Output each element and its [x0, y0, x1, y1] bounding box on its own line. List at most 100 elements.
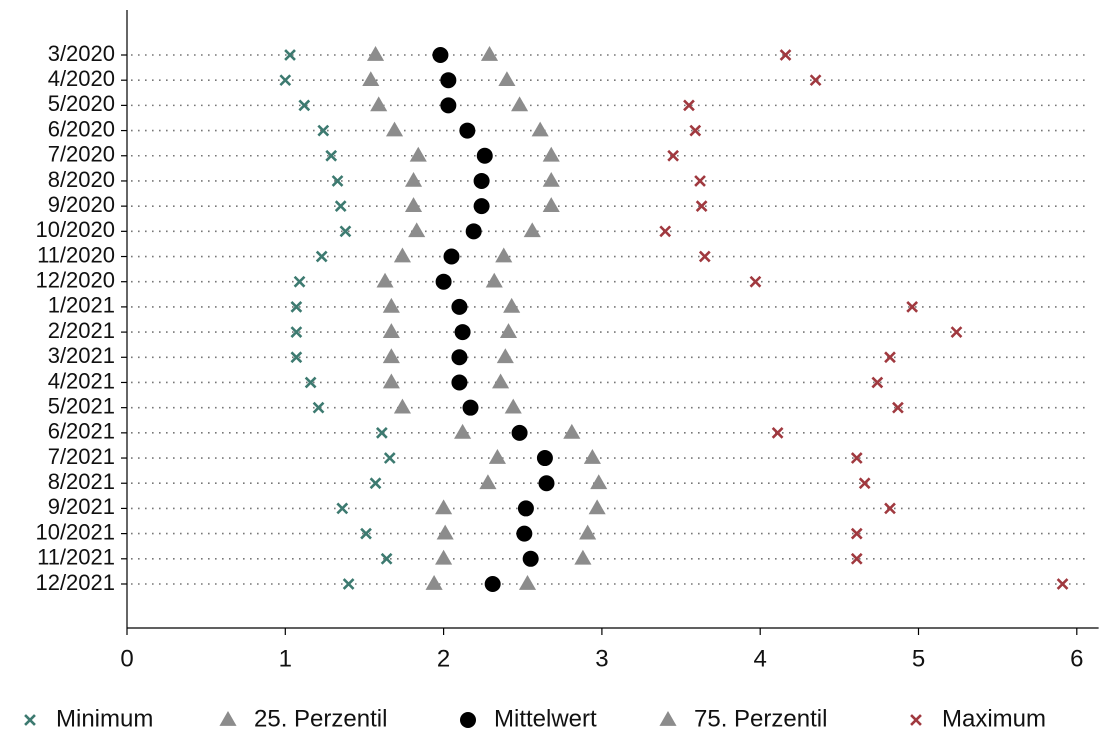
y-tick-label: 8/2021	[48, 469, 115, 494]
marker-circle	[435, 273, 452, 290]
marker-x	[910, 714, 922, 726]
marker-x	[315, 250, 328, 263]
marker-x	[771, 426, 784, 439]
marker-triangle	[409, 146, 427, 162]
marker-x	[698, 250, 711, 263]
marker-triangle	[588, 499, 606, 515]
marker-triangle	[385, 121, 404, 137]
marker-circle	[484, 575, 501, 592]
marker-circle	[517, 500, 534, 517]
y-tick-label: 12/2020	[35, 268, 115, 293]
marker-circle	[440, 97, 457, 114]
marker-triangle	[518, 574, 537, 590]
legend-label: Maximum	[942, 705, 1046, 732]
y-tick-label: 11/2021	[37, 545, 115, 570]
marker-circle	[451, 374, 468, 391]
marker-triangle	[503, 297, 521, 313]
marker-triangle	[542, 171, 560, 187]
marker-x	[850, 527, 863, 540]
marker-triangle	[590, 474, 608, 490]
marker-x	[884, 502, 896, 515]
marker-triangle	[659, 711, 677, 726]
marker-triangle	[480, 46, 499, 61]
marker-circle	[454, 324, 471, 341]
y-tick-label: 5/2021	[48, 393, 115, 418]
marker-x	[334, 200, 347, 213]
marker-circle	[459, 122, 476, 139]
marker-x	[336, 502, 349, 515]
y-tick-label: 4/2021	[48, 368, 115, 393]
marker-triangle	[531, 121, 549, 137]
marker-circle	[511, 424, 528, 441]
legend-label: Minimum	[56, 705, 153, 732]
marker-x	[659, 225, 672, 238]
marker-triangle	[404, 171, 423, 187]
marker-triangle	[498, 71, 516, 87]
marker-triangle	[499, 323, 518, 338]
marker-x	[884, 351, 896, 364]
marker-triangle	[583, 449, 601, 464]
marker-triangle	[366, 46, 385, 61]
marker-triangle	[393, 247, 411, 263]
marker-x	[858, 477, 871, 490]
x-tick-label: 5	[912, 645, 925, 672]
marker-triangle	[425, 574, 443, 590]
marker-triangle	[485, 272, 503, 288]
y-tick-label: 6/2021	[48, 419, 115, 444]
marker-triangle	[370, 96, 388, 112]
marker-triangle	[479, 474, 497, 490]
marker-x	[369, 477, 382, 490]
marker-x	[293, 275, 306, 288]
x-tick-label: 4	[754, 645, 767, 672]
marker-circle	[516, 525, 533, 542]
marker-x	[325, 149, 338, 162]
marker-triangle	[435, 549, 453, 565]
marker-circle	[462, 399, 479, 416]
marker-triangle	[579, 524, 597, 540]
marker-circle	[451, 298, 468, 315]
marker-x	[290, 351, 303, 364]
y-tick-label: 3/2020	[48, 41, 115, 66]
marker-triangle	[382, 297, 400, 313]
marker-x	[360, 527, 372, 540]
legend-label: Mittelwert	[494, 705, 597, 732]
marker-triangle	[382, 373, 400, 389]
y-tick-label: 9/2020	[48, 192, 115, 217]
y-tick-label: 11/2020	[37, 242, 115, 267]
marker-triangle	[404, 197, 423, 212]
marker-x	[317, 124, 330, 137]
marker-x	[689, 124, 702, 137]
marker-triangle	[408, 222, 426, 238]
marker-x	[279, 74, 292, 87]
marker-x	[312, 401, 325, 414]
marker-x	[695, 200, 708, 213]
marker-x	[892, 401, 904, 414]
y-tick-label: 5/2020	[48, 91, 115, 116]
marker-triangle	[542, 146, 560, 162]
marker-x	[290, 326, 303, 338]
marker-x	[694, 175, 706, 187]
y-tick-label: 7/2020	[48, 142, 115, 167]
marker-circle	[443, 248, 460, 265]
marker-triangle	[219, 711, 237, 726]
marker-circle	[522, 550, 539, 567]
marker-x	[284, 49, 296, 61]
y-tick-label: 10/2020	[35, 217, 115, 242]
y-tick-label: 9/2021	[48, 494, 115, 519]
marker-triangle	[523, 222, 541, 238]
legend-label: 25. Perzentil	[254, 705, 387, 732]
legend-label: 75. Perzentil	[694, 705, 827, 732]
marker-x	[906, 301, 919, 313]
marker-x	[850, 552, 863, 565]
marker-circle	[473, 198, 490, 215]
marker-circle	[432, 47, 449, 63]
marker-circle	[536, 450, 553, 467]
marker-triangle	[495, 247, 513, 263]
marker-x	[24, 714, 36, 726]
marker-x	[298, 99, 311, 112]
marker-x	[383, 452, 396, 464]
marker-circle	[451, 349, 468, 366]
marker-triangle	[488, 449, 506, 464]
